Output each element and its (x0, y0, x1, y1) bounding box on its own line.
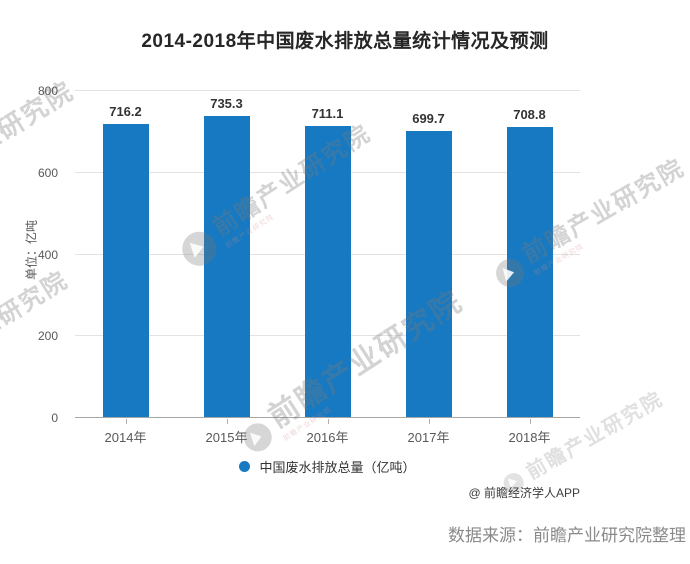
y-tick-label: 600 (37, 165, 58, 180)
x-tick-mark (327, 419, 329, 424)
x-tick-label: 2015年 (205, 430, 248, 445)
x-tick-label: 2018年 (508, 430, 551, 445)
x-tick-label: 2017年 (407, 430, 450, 445)
bar-value-label: 716.2 (109, 104, 142, 120)
bar (203, 116, 250, 417)
x-tick-mark (428, 419, 430, 424)
x-axis-labels: 2014年 2015年 2016年 2017年 2018年 (75, 419, 580, 447)
y-tick-label: 0 (51, 411, 58, 425)
legend: 中国废水排放总量（亿吨） (75, 457, 580, 476)
bar (102, 124, 149, 417)
bars-row: 716.2 735.3 711.1 699.7 708.8 (75, 90, 580, 417)
y-tick-label: 800 (37, 84, 58, 98)
attribution-text: @ 前瞻经济学人APP (468, 486, 580, 500)
chart-title: 2014-2018年中国废水排放总量统计情况及预测 (141, 31, 549, 52)
x-tick-mark (226, 419, 228, 424)
bar-slot: 716.2 (75, 90, 176, 417)
x-tick-mark (529, 419, 531, 424)
gridline (75, 90, 580, 91)
x-axis-cell: 2016年 (277, 419, 378, 447)
x-tick-mark (125, 419, 127, 424)
legend-marker-icon (239, 461, 251, 472)
bar-slot: 708.8 (479, 90, 580, 417)
data-source-note: 数据来源：前瞻产业研究院整理 (448, 526, 686, 545)
bar-slot: 735.3 (176, 90, 277, 417)
bar (405, 131, 452, 417)
bar-value-label: 708.8 (513, 107, 546, 123)
bar-value-label: 711.1 (311, 106, 344, 122)
x-tick-label: 2014年 (104, 430, 147, 445)
x-axis-cell: 2018年 (479, 419, 580, 447)
bar-slot: 711.1 (277, 90, 378, 417)
bar-value-label: 735.3 (210, 96, 243, 112)
legend-label: 中国废水排放总量（亿吨） (259, 460, 416, 475)
x-tick-label: 2016年 (306, 430, 349, 445)
x-axis-cell: 2015年 (176, 419, 277, 447)
x-axis-cell: 2017年 (378, 419, 479, 447)
x-axis-cell: 2014年 (75, 419, 176, 447)
plot-area: 716.2 735.3 711.1 699.7 708.8 (75, 90, 580, 418)
y-axis-ticks: 0 200 400 600 800 (0, 84, 66, 425)
y-tick-label: 200 (37, 329, 58, 344)
bar (506, 127, 553, 417)
y-tick-label: 400 (37, 247, 58, 262)
bar-slot: 699.7 (378, 90, 479, 417)
bar-value-label: 699.7 (412, 111, 445, 126)
bar (304, 126, 351, 417)
